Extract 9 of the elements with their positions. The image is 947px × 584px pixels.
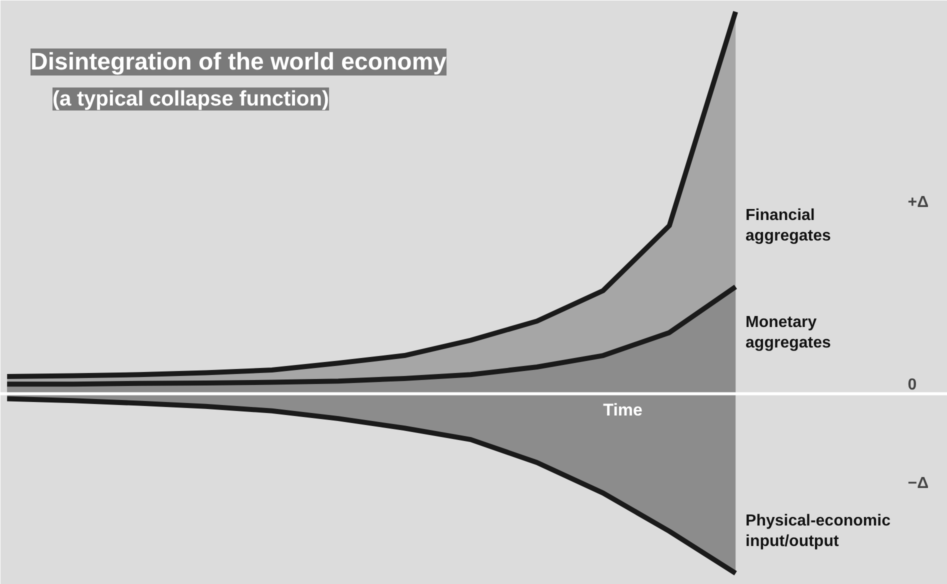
series-label: Physical-economic input/output xyxy=(746,512,891,550)
text: Disintegration of the world economy xyxy=(30,48,448,76)
x-axis-title: Time xyxy=(603,400,643,420)
text: +Δ xyxy=(908,194,929,212)
text: (a typical collapse function) xyxy=(52,88,330,110)
series-label: Financial aggregates xyxy=(746,206,831,244)
text: 0 xyxy=(908,376,917,394)
series-label: Monetary aggregates xyxy=(746,314,831,352)
text: −Δ xyxy=(908,475,929,492)
